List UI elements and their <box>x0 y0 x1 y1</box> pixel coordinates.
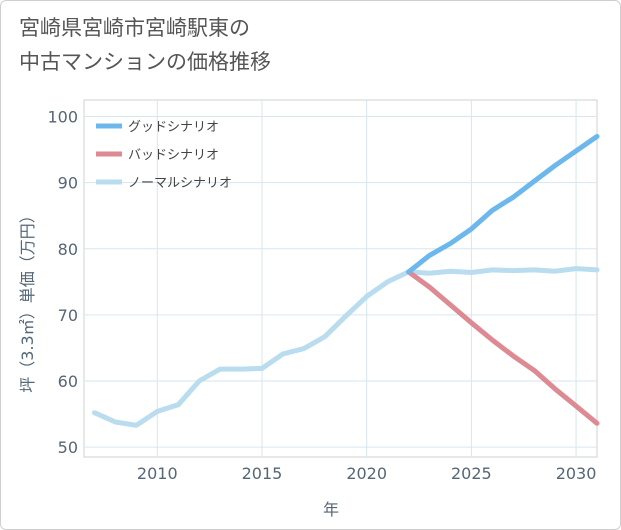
x-tick-label-2025: 2025 <box>451 464 492 483</box>
tick-labels: 2010 2015 2020 2025 2030 50 60 70 80 90 100 <box>47 108 596 483</box>
x-tick-label-2020: 2020 <box>346 464 387 483</box>
x-axis-label: 年 <box>323 500 339 519</box>
series-line-0 <box>406 133 600 275</box>
y-tick-label-90: 90 <box>58 174 78 193</box>
y-tick-label-80: 80 <box>58 240 78 259</box>
chart-title-line-2: 中古マンションの価格推移 <box>19 50 271 74</box>
y-tick-label-50: 50 <box>58 438 78 457</box>
y-tick-label-60: 60 <box>58 372 78 391</box>
y-axis-label: 坪（3.3㎡）単価（万円） <box>18 207 37 392</box>
legend-label-1: バッドシナリオ <box>128 148 219 163</box>
y-tick-label-100: 100 <box>47 108 78 127</box>
x-tick-label-2015: 2015 <box>242 464 283 483</box>
chart-title-line-1: 宮崎県宮崎市宮崎駅東の <box>19 16 250 40</box>
grid <box>84 100 597 457</box>
x-tick-label-2030: 2030 <box>556 464 597 483</box>
series-line-1 <box>406 269 600 426</box>
legend-label-0: グッドシナリオ <box>128 120 219 135</box>
x-tick-label-2010: 2010 <box>137 464 178 483</box>
legend-label-2: ノーマルシナリオ <box>128 176 232 191</box>
series-line-2 <box>92 266 600 428</box>
y-tick-label-70: 70 <box>58 306 78 325</box>
plot-area <box>83 99 598 458</box>
chart-title: 宮崎県宮崎市宮崎駅東の 中古マンションの価格推移 <box>19 11 271 79</box>
series-lines <box>92 133 600 428</box>
